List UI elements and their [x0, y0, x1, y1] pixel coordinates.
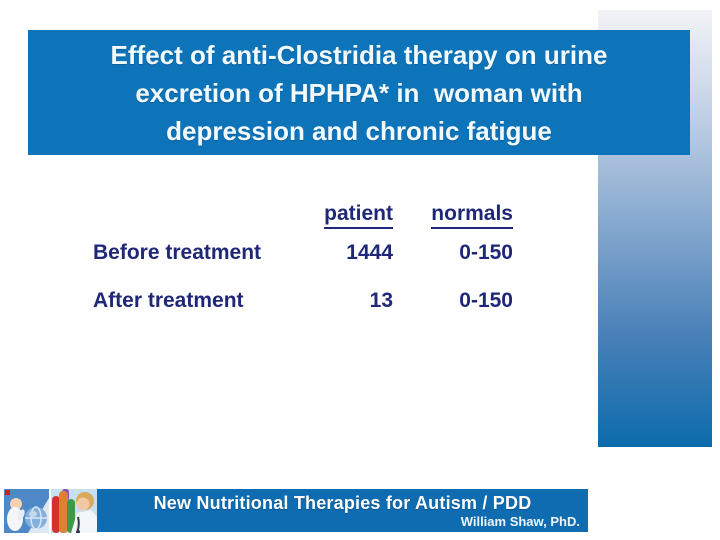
table-row-before-treatment: Before treatment 1444 0-150	[93, 240, 513, 265]
patient-value-before: 1444	[346, 241, 393, 264]
baby-globe-photo-graphic	[4, 489, 49, 533]
row-label-after-treatment: After treatment	[93, 289, 244, 312]
slide-title-line-3: depression and chronic fatigue	[166, 115, 552, 146]
photo-nurse-crayons	[51, 489, 98, 533]
col-header-normals-label: normals	[431, 201, 513, 229]
table-header-spacer	[93, 201, 308, 229]
slide-title-line-2: excretion of HPHPA* in woman with	[135, 77, 583, 108]
normals-range-after: 0-150	[459, 289, 513, 312]
footer-banner: New Nutritional Therapies for Autism / P…	[97, 489, 588, 532]
slide-title-line-1: Effect of anti-Clostridia therapy on uri…	[110, 39, 608, 70]
patient-value-after: 13	[369, 289, 393, 312]
photo-baby-globe	[4, 489, 49, 533]
table-row-after-treatment: After treatment 13 0-150	[93, 288, 513, 313]
col-header-patient: patient	[308, 201, 393, 229]
banner-author: William Shaw, PhD.	[460, 514, 580, 529]
col-header-normals: normals	[393, 201, 513, 229]
slide-title-box: Effect of anti-Clostridia therapy on uri…	[28, 30, 690, 155]
normals-range-before: 0-150	[459, 241, 513, 264]
results-table: patient normals Before treatment 1444 0-…	[93, 201, 513, 313]
banner-title: New Nutritional Therapies for Autism / P…	[153, 493, 532, 513]
nurse-crayons-photo-graphic	[51, 489, 98, 533]
table-header-row: patient normals	[93, 201, 513, 229]
col-header-patient-label: patient	[324, 201, 393, 229]
row-label-before-treatment: Before treatment	[93, 241, 262, 264]
